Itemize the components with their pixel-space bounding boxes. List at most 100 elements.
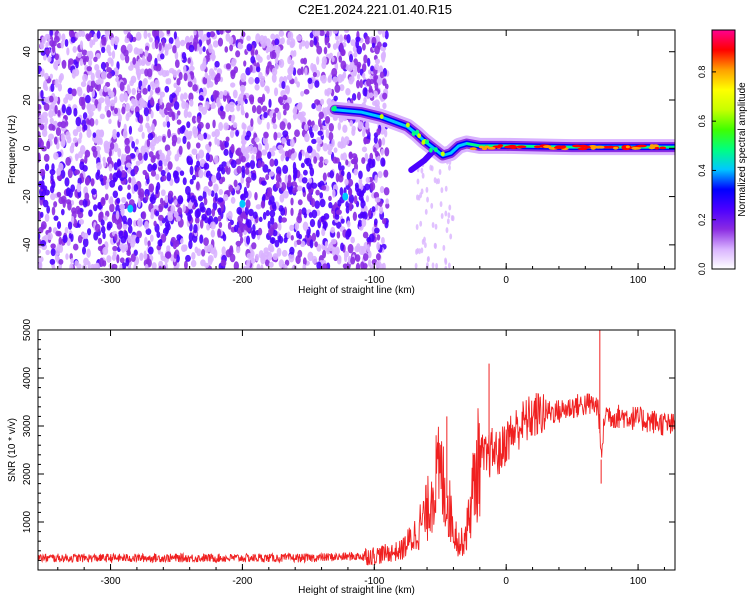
signal-peak xyxy=(516,145,527,149)
noise-speckle xyxy=(216,97,221,106)
noise-speckle xyxy=(294,221,300,231)
noise-speckle xyxy=(220,259,227,267)
noise-speckle xyxy=(116,131,120,138)
noise-speckle xyxy=(157,239,163,247)
noise-speckle xyxy=(41,128,48,138)
noise-speckle xyxy=(299,114,305,122)
noise-speckle xyxy=(357,91,361,101)
noise-speckle xyxy=(340,242,345,252)
noise-speckle xyxy=(186,121,191,129)
noise-speckle xyxy=(190,72,195,80)
noise-speckle xyxy=(303,57,308,65)
noise-speckle xyxy=(116,158,121,167)
noise-speckle xyxy=(270,216,275,225)
noise-speckle xyxy=(361,157,366,164)
noise-speckle xyxy=(271,73,277,83)
noise-speckle xyxy=(338,174,344,183)
noise-speckle xyxy=(53,215,59,221)
noise-speckle xyxy=(303,169,308,176)
noise-speckle xyxy=(40,211,44,218)
noise-speckle xyxy=(308,212,313,218)
noise-speckle xyxy=(116,170,122,179)
noise-speckle xyxy=(434,242,437,249)
noise-speckle xyxy=(58,258,64,265)
noise-speckle xyxy=(130,253,136,263)
noise-speckle xyxy=(74,260,79,267)
noise-speckle xyxy=(266,251,273,261)
noise-speckle xyxy=(230,143,235,154)
noise-speckle xyxy=(110,37,115,46)
noise-speckle xyxy=(258,216,263,223)
noise-speckle xyxy=(173,31,177,40)
noise-speckle xyxy=(203,132,208,140)
noise-speckle xyxy=(271,201,277,210)
noise-speckle xyxy=(133,263,137,269)
noise-speckle xyxy=(382,42,388,48)
noise-speckle xyxy=(243,60,247,67)
x-tick-label: -300 xyxy=(101,275,121,286)
noise-speckle xyxy=(193,30,197,36)
x-tick-label: -100 xyxy=(364,576,384,587)
noise-speckle xyxy=(262,193,266,201)
signal-peak xyxy=(509,146,518,150)
noise-speckle xyxy=(69,145,75,154)
noise-speckle xyxy=(260,180,267,186)
noise-speckle xyxy=(322,221,328,229)
noise-speckle xyxy=(194,208,201,219)
noise-speckle xyxy=(260,200,266,209)
noise-speckle xyxy=(324,116,331,124)
noise-speckle xyxy=(40,89,44,99)
noise-speckle xyxy=(217,228,221,238)
colorbar-tick-label: 0.6 xyxy=(697,115,707,128)
noise-speckle xyxy=(277,144,284,151)
noise-speckle xyxy=(82,73,88,82)
noise-speckle xyxy=(314,80,320,88)
noise-speckle xyxy=(361,245,367,256)
noise-speckle xyxy=(45,249,50,256)
noise-speckle xyxy=(442,244,446,251)
noise-speckle xyxy=(368,233,375,243)
noise-speckle xyxy=(251,172,257,181)
noise-speckle xyxy=(326,30,330,37)
noise-speckle xyxy=(233,224,239,233)
noise-speckle xyxy=(376,128,381,136)
noise-speckle xyxy=(90,178,95,187)
noise-speckle xyxy=(61,195,67,204)
noise-speckle xyxy=(254,84,260,91)
noise-speckle xyxy=(217,215,222,222)
noise-speckle xyxy=(120,207,125,217)
noise-speckle xyxy=(337,122,342,131)
noise-speckle xyxy=(228,101,235,109)
noise-speckle xyxy=(370,181,376,191)
noise-speckle xyxy=(181,52,187,60)
y-tick-label: 2000 xyxy=(22,462,33,485)
noise-speckle xyxy=(179,39,186,47)
noise-speckle xyxy=(306,145,313,154)
noise-speckle xyxy=(127,225,133,234)
noise-speckle xyxy=(38,152,41,162)
noise-speckle xyxy=(282,190,289,199)
noise-speckle xyxy=(345,159,349,166)
noise-speckle xyxy=(137,126,143,133)
noise-speckle xyxy=(231,57,237,65)
noise-speckle xyxy=(338,55,343,63)
noise-speckle xyxy=(214,128,220,138)
noise-speckle xyxy=(206,223,211,231)
noise-speckle xyxy=(199,63,206,72)
noise-speckle xyxy=(241,169,246,179)
noise-speckle xyxy=(103,160,107,168)
noise-speckle xyxy=(158,265,162,269)
noise-speckle xyxy=(131,141,136,149)
noise-speckle xyxy=(271,67,278,76)
noise-speckle xyxy=(328,131,334,141)
signal-peak xyxy=(331,106,336,112)
noise-speckle xyxy=(118,113,122,123)
noise-speckle xyxy=(176,119,182,125)
noise-speckle xyxy=(239,231,243,238)
noise-speckle xyxy=(71,69,77,79)
noise-speckle xyxy=(266,121,270,130)
noise-speckle xyxy=(287,66,294,76)
noise-speckle xyxy=(230,159,237,169)
signal-peak xyxy=(542,145,552,148)
noise-speckle xyxy=(146,68,153,78)
